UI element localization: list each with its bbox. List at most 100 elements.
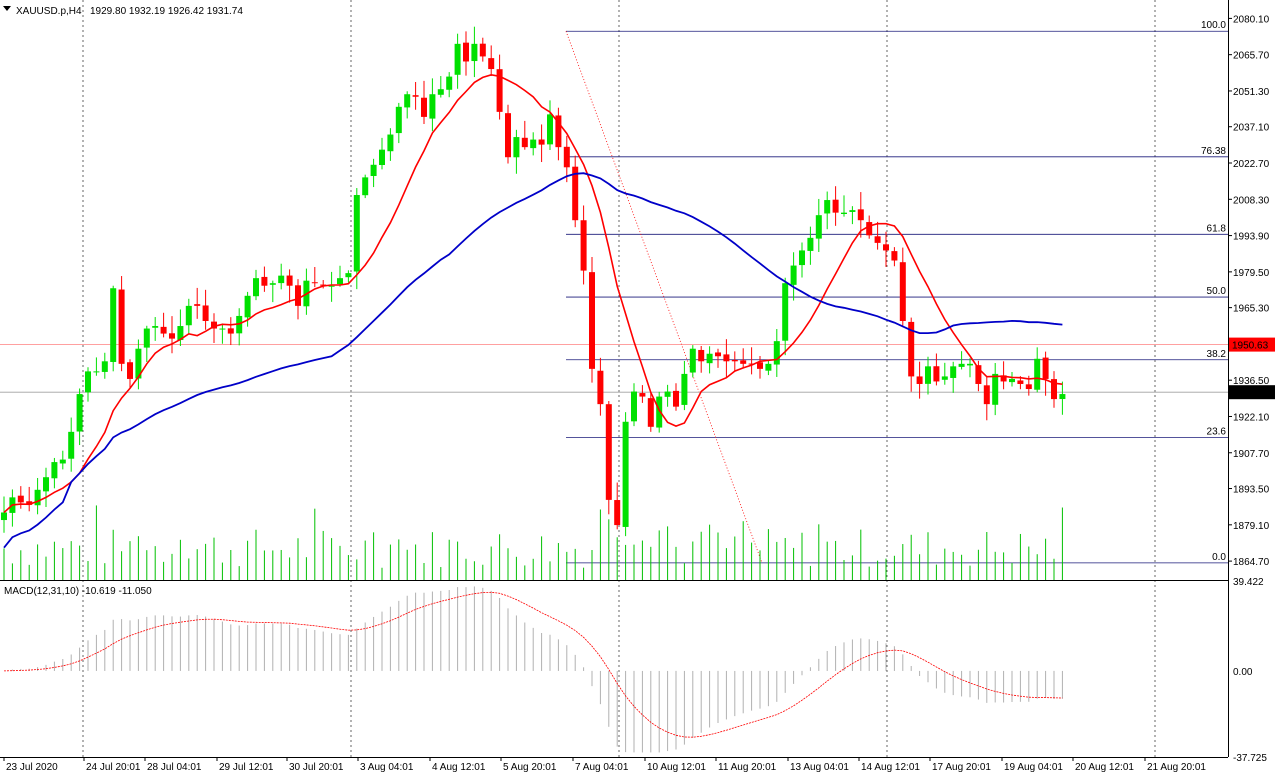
candle-body[interactable] [647, 398, 654, 427]
candle-body[interactable] [891, 251, 898, 261]
candle-body[interactable] [454, 43, 461, 75]
candle-body[interactable] [169, 333, 175, 339]
candle-body[interactable] [353, 195, 360, 272]
candle-body[interactable] [740, 360, 747, 364]
candle-body[interactable] [320, 284, 327, 286]
candle-body[interactable] [17, 495, 24, 503]
candle-body[interactable] [731, 359, 738, 362]
candle-body[interactable] [614, 500, 621, 526]
candle-body[interactable] [387, 134, 394, 152]
candle-body[interactable] [765, 363, 772, 371]
candle-body[interactable] [152, 326, 159, 328]
candle-body[interactable] [278, 275, 285, 284]
candle-body[interactable] [328, 285, 335, 287]
candle-body[interactable] [622, 421, 629, 527]
candle-body[interactable] [412, 95, 419, 97]
candle-body[interactable] [950, 366, 957, 378]
candle-body[interactable] [202, 305, 209, 321]
candle-body[interactable] [211, 321, 217, 329]
candle-body[interactable] [404, 94, 411, 108]
candle-body[interactable] [177, 326, 184, 341]
candle-body[interactable] [1059, 394, 1066, 400]
candle-body[interactable] [143, 328, 150, 348]
candle-body[interactable] [362, 177, 369, 196]
candle-body[interactable] [555, 115, 562, 148]
dropdown-triangle-icon[interactable] [3, 6, 11, 11]
candle-body[interactable] [513, 137, 520, 158]
candle-body[interactable] [673, 390, 679, 407]
candle-body[interactable] [68, 431, 75, 459]
candle-body[interactable] [160, 326, 167, 334]
candle-body[interactable] [773, 341, 780, 365]
candle-body[interactable] [841, 212, 847, 214]
candle-body[interactable] [135, 348, 142, 379]
candle-body[interactable] [925, 366, 931, 384]
candle-body[interactable] [395, 106, 402, 134]
candle-body[interactable] [580, 220, 587, 271]
candle-body[interactable] [958, 363, 965, 367]
candle-body[interactable] [505, 113, 511, 158]
candle-body[interactable] [253, 278, 259, 297]
candle-body[interactable] [311, 282, 318, 284]
candle-body[interactable] [790, 265, 797, 285]
candle-body[interactable] [496, 69, 503, 112]
candle-body[interactable] [832, 199, 839, 213]
candle-body[interactable] [437, 89, 444, 95]
candle-body[interactable] [429, 94, 436, 119]
candle-body[interactable] [51, 462, 58, 479]
candle-body[interactable] [899, 262, 906, 321]
candlesticks[interactable] [1, 26, 1066, 537]
candle-body[interactable] [101, 361, 108, 372]
candle-body[interactable] [866, 222, 873, 236]
candle-body[interactable] [967, 363, 973, 366]
candle-body[interactable] [76, 394, 83, 432]
candle-body[interactable] [244, 295, 251, 318]
candle-body[interactable] [1034, 358, 1041, 390]
candle-body[interactable] [748, 363, 755, 365]
candle-body[interactable] [933, 366, 940, 382]
candle-body[interactable] [916, 376, 923, 384]
candle-body[interactable] [547, 114, 553, 145]
candle-body[interactable] [689, 348, 696, 373]
candle-body[interactable] [1009, 378, 1015, 383]
candle-body[interactable] [479, 43, 486, 57]
candle-body[interactable] [43, 477, 49, 492]
candle-body[interactable] [127, 362, 133, 379]
candle-body[interactable] [874, 236, 881, 243]
candle-body[interactable] [698, 349, 705, 362]
candle-body[interactable] [236, 315, 243, 334]
candle-body[interactable] [295, 285, 301, 306]
candle-body[interactable] [269, 283, 276, 285]
candle-body[interactable] [488, 58, 495, 70]
candle-body[interactable] [538, 139, 545, 145]
candle-body[interactable] [93, 371, 100, 373]
candle-body[interactable] [908, 321, 915, 377]
candle-body[interactable] [715, 352, 721, 357]
candle-body[interactable] [983, 385, 990, 405]
candle-body[interactable] [1, 512, 7, 521]
candle-body[interactable] [589, 272, 595, 369]
candle-body[interactable] [110, 288, 117, 362]
candle-body[interactable] [656, 396, 663, 428]
candle-body[interactable] [631, 391, 637, 422]
candle-body[interactable] [85, 371, 91, 393]
candle-body[interactable] [421, 97, 427, 117]
candle-body[interactable] [807, 237, 814, 251]
candle-body[interactable] [185, 305, 192, 326]
candle-body[interactable] [446, 76, 453, 90]
candle-body[interactable] [370, 164, 377, 177]
candle-body[interactable] [782, 283, 789, 341]
candle-body[interactable] [379, 149, 385, 166]
candle-body[interactable] [992, 373, 999, 405]
candle-body[interactable] [261, 276, 268, 286]
candle-body[interactable] [706, 353, 713, 364]
candle-body[interactable] [605, 404, 612, 500]
candle-body[interactable] [597, 370, 604, 405]
candle-body[interactable] [194, 304, 201, 306]
candle-body[interactable] [463, 42, 469, 62]
candle-body[interactable] [563, 146, 570, 168]
candle-body[interactable] [471, 43, 478, 62]
candle-body[interactable] [799, 250, 805, 266]
candle-body[interactable] [521, 137, 528, 148]
